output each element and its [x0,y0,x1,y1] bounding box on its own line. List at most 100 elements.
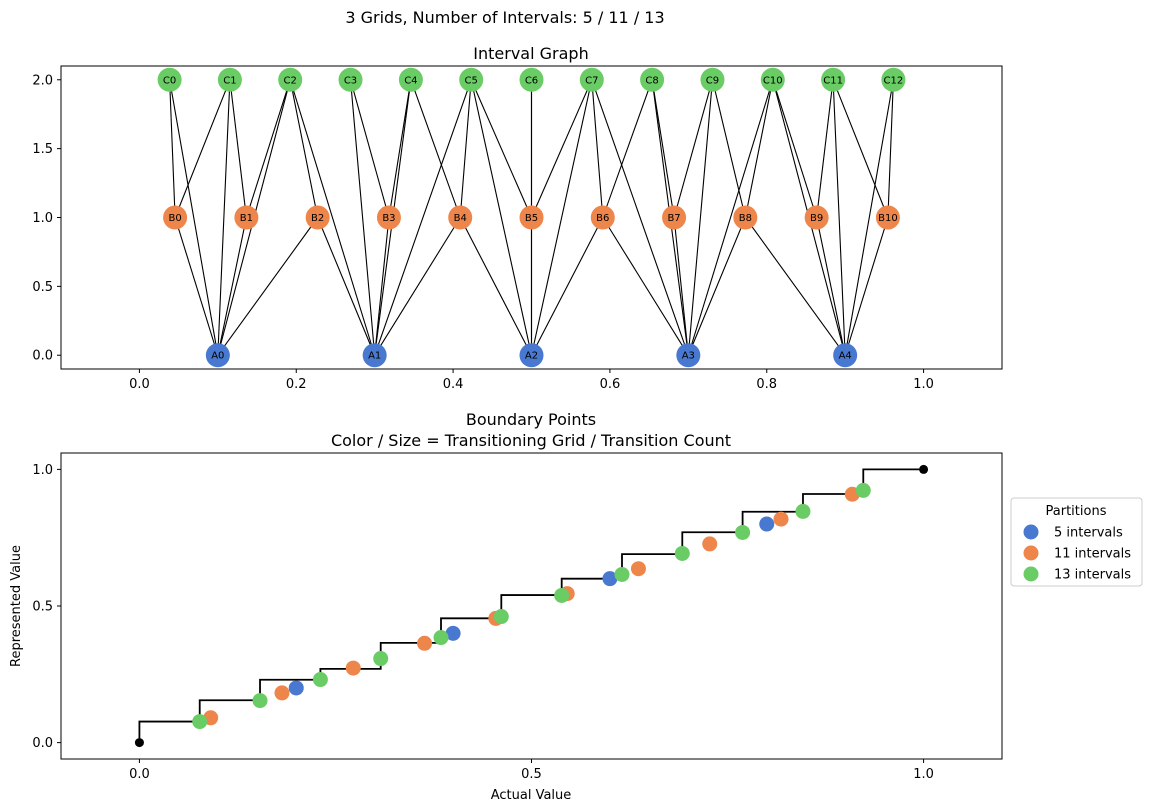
node-C0: C0 [157,67,182,92]
edge-B3-C4 [388,79,412,218]
node-marker [278,67,303,92]
node-marker [760,67,785,92]
legend-item-11-intervals: 11 intervals [1023,545,1131,562]
node-C7: C7 [579,67,604,92]
boundary-point [630,561,646,577]
node-label: C3 [344,75,357,86]
edge-A1-B3 [374,217,390,356]
y-tick-label: 2.0 [32,73,53,88]
edge-A4-B8 [744,217,846,356]
node-label: B10 [878,213,898,224]
boundary-point [614,566,630,582]
node-A1: A1 [362,343,387,368]
edge-B7-C9 [673,79,714,218]
x-tick-label: 0.0 [129,377,150,392]
boundary-point [493,609,509,625]
node-label: A3 [682,351,695,362]
node-C8: C8 [640,67,665,92]
edge-A1-C3 [349,79,376,356]
endpoint-marker-0 [134,738,144,748]
edge-A0-B1 [217,217,247,356]
edge-A2-B6 [531,217,604,356]
boundary-point [192,714,208,730]
edge-A4-B9 [816,217,846,356]
node-label: B2 [311,213,324,224]
x-tick-label: 0.8 [756,377,777,392]
interval-graph-nodes: A0 A1 A2 A3 A4 B0 B1 B2 B3 B4 B5 B6 B7 B8 B9 B10 C0 C1 C2 C… [157,67,906,368]
boundary-point [773,511,789,527]
edge-A3-C7 [591,79,689,356]
node-C12: C12 [881,67,906,92]
node-label: A4 [839,351,852,362]
node-C6: C6 [519,67,544,92]
x-tick-label: 0.0 [129,767,150,782]
boundary-points-subtitle: Color / Size = Transitioning Grid / Tran… [331,431,731,450]
edge-B2-C2 [289,79,319,218]
node-marker [640,67,665,92]
x-tick-label: 0.5 [521,767,542,782]
x-axis-label: Actual Value [491,788,572,803]
node-label: C8 [645,75,658,86]
boundary-point [702,536,718,552]
x-tick-label: 0.4 [443,377,464,392]
edge-B10-C11 [832,79,889,218]
node-C4: C4 [398,67,423,92]
edge-A4-C12 [844,79,894,356]
edge-B5-C7 [530,79,593,218]
node-B7: B7 [662,205,687,230]
boundary-point [373,651,389,667]
boundary-point [554,587,570,603]
node-B5: B5 [519,205,544,230]
node-marker [459,67,484,92]
node-B8: B8 [733,205,758,230]
y-tick-label: 1.5 [32,142,53,157]
node-label: B7 [667,213,680,224]
boundary-point [795,503,811,519]
endpoint-marker-1 [919,464,929,474]
y-tick-label: 1.0 [32,463,53,478]
node-label: C9 [706,75,719,86]
y-tick-label: 0.5 [32,280,53,295]
interval-graph-title: Interval Graph [473,44,588,63]
edge-B6-C8 [602,79,653,218]
node-label: C6 [525,75,538,86]
node-marker [376,205,401,230]
edge-B0-C0 [169,79,176,218]
node-B1: B1 [234,205,259,230]
node-B3: B3 [376,205,401,230]
node-label: B8 [739,213,752,224]
edge-A1-C5 [374,79,472,356]
edge-A3-C10 [687,79,774,356]
edge-A3-B7 [673,217,689,356]
node-marker [398,67,423,92]
edge-B0-C1 [174,79,231,218]
edge-A0-C1 [217,79,231,356]
edge-A4-B10 [844,217,889,356]
edge-B6-C7 [591,79,604,218]
edge-B4-C5 [459,79,472,218]
node-label: B1 [240,213,253,224]
edge-A0-B0 [174,217,219,356]
node-label: A0 [211,351,224,362]
boundary-point [445,625,461,641]
legend-label: 11 intervals [1054,547,1131,562]
node-label: C2 [284,75,297,86]
boundary-point [855,482,871,498]
boundary-point [288,680,304,696]
node-marker [733,205,758,230]
legend-items: 5 intervals 11 intervals 13 intervals [1023,524,1131,583]
y-tick-label: 0.0 [32,349,53,364]
edge-B1-C1 [229,79,247,218]
node-marker [305,205,330,230]
series-13-intervals [192,482,871,730]
node-label: C5 [465,75,478,86]
node-marker [157,67,182,92]
edge-B4-C4 [410,79,461,218]
y-tick-label: 1.0 [32,211,53,226]
node-A4: A4 [833,343,858,368]
legend-marker [1023,545,1039,561]
edge-B8-C10 [744,79,774,218]
series-5-intervals [288,516,775,696]
boundary-point [274,685,290,701]
edge-B5-C5 [470,79,533,218]
